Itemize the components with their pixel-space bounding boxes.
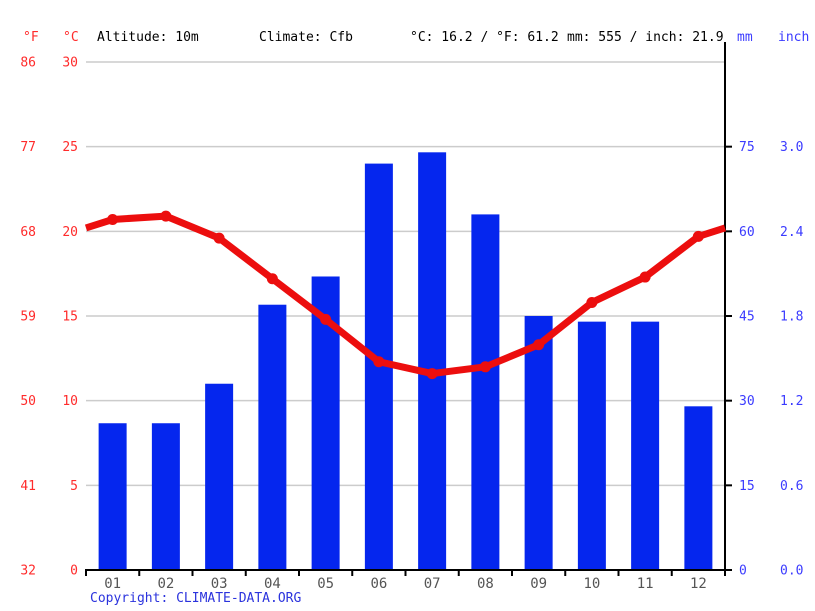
fahrenheit-tick-label: 50 xyxy=(20,394,36,409)
mm-tick-label: 45 xyxy=(739,310,755,325)
inch-tick-label: 1.2 xyxy=(780,394,803,409)
temp-point xyxy=(586,296,598,308)
temp-point xyxy=(426,368,438,380)
copyright: Copyright: CLIMATE-DATA.ORG xyxy=(90,591,301,606)
inch-tick-label: 0.6 xyxy=(780,479,803,494)
month-label: 10 xyxy=(583,576,600,592)
month-label: 06 xyxy=(370,576,387,592)
month-label: 03 xyxy=(211,576,228,592)
temp-point xyxy=(692,230,704,242)
precip-bar xyxy=(418,152,447,571)
month-label: 05 xyxy=(317,576,334,592)
month-label: 04 xyxy=(264,576,281,592)
month-label: 08 xyxy=(477,576,494,592)
precip-bar xyxy=(471,214,500,570)
temp-point xyxy=(160,210,172,222)
mm-tick-label: 75 xyxy=(739,140,755,155)
precip-bar xyxy=(631,321,660,570)
temp-point xyxy=(533,339,545,351)
mm-tick-label: 15 xyxy=(739,479,755,494)
fahrenheit-tick-label: 41 xyxy=(20,479,36,494)
fahrenheit-tick-label: 68 xyxy=(20,225,36,240)
temp-point xyxy=(479,361,491,373)
fahrenheit-tick-label: 77 xyxy=(20,140,36,155)
precip-bar xyxy=(684,406,713,570)
inch-tick-label: 2.4 xyxy=(780,225,804,240)
precip-bar xyxy=(524,316,553,570)
month-label: 02 xyxy=(157,576,174,592)
inch-tick-label: 1.8 xyxy=(780,310,803,325)
temp-point xyxy=(639,271,651,283)
mm-axis-title: mm xyxy=(737,30,753,45)
precip-bar xyxy=(151,423,180,570)
precip-summary: mm: 555 / inch: 21.9 xyxy=(567,30,724,45)
precip-bar xyxy=(98,423,127,570)
precip-bar xyxy=(577,321,606,570)
altitude-label: Altitude: 10m xyxy=(97,30,199,45)
celsius-tick-label: 0 xyxy=(70,564,78,579)
celsius-tick-label: 15 xyxy=(62,310,78,325)
temp-point xyxy=(373,356,385,368)
month-label: 09 xyxy=(530,576,547,592)
month-label: 01 xyxy=(104,576,121,592)
celsius-tick-label: 5 xyxy=(70,479,78,494)
mm-tick-label: 60 xyxy=(739,225,755,240)
temp-point xyxy=(107,213,119,225)
fahrenheit-tick-label: 32 xyxy=(20,564,36,579)
temp-point xyxy=(320,313,332,325)
celsius-tick-label: 30 xyxy=(62,56,78,71)
climate-class-label: Climate: Cfb xyxy=(259,30,353,45)
fahrenheit-axis-title: °F xyxy=(23,30,39,45)
mm-tick-label: 30 xyxy=(739,394,755,409)
temp-line xyxy=(84,212,727,378)
celsius-tick-label: 25 xyxy=(62,140,78,155)
inch-tick-label: 3.0 xyxy=(780,140,803,155)
fahrenheit-tick-label: 86 xyxy=(20,56,36,71)
copyright-link[interactable]: CLIMATE-DATA.ORG xyxy=(176,591,302,606)
month-label: 11 xyxy=(637,576,654,592)
month-label: 12 xyxy=(690,576,707,592)
celsius-tick-label: 10 xyxy=(62,394,78,409)
temp-point xyxy=(266,273,278,285)
inch-tick-label: 0.0 xyxy=(780,564,803,579)
inch-axis-title: inch xyxy=(778,30,810,45)
temp-point xyxy=(213,232,225,244)
fahrenheit-tick-label: 59 xyxy=(20,310,36,325)
precip-bar xyxy=(258,304,287,570)
copyright-label: Copyright: xyxy=(90,591,177,606)
precip-bar xyxy=(205,383,234,570)
avg-temp-summary: °C: 16.2 / °F: 61.2 xyxy=(410,30,559,45)
mm-tick-label: 0 xyxy=(739,564,747,579)
celsius-axis-title: °C xyxy=(63,30,79,45)
celsius-tick-label: 20 xyxy=(62,225,78,240)
month-label: 07 xyxy=(424,576,441,592)
